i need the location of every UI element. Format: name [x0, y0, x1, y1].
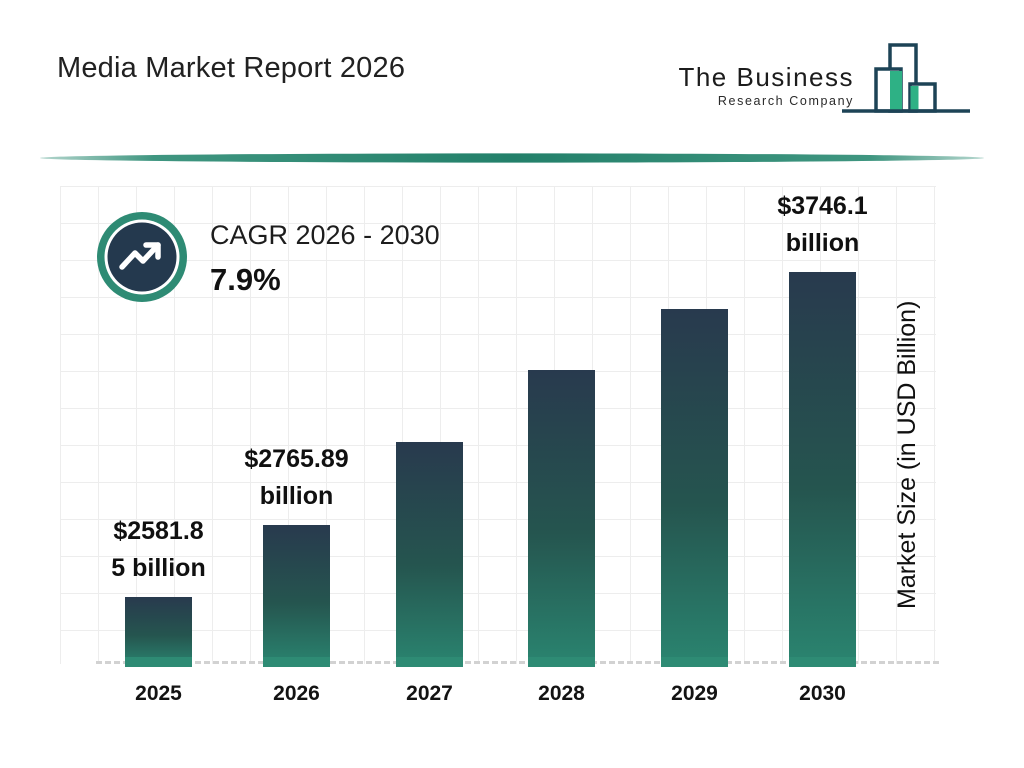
bar-axis-segment-2028: [528, 657, 595, 667]
x-tick-2028: 2028: [538, 682, 585, 705]
bar-axis-segment-2025: [125, 657, 192, 667]
x-tick-2025: 2025: [135, 682, 182, 705]
bar-2028: [528, 370, 595, 667]
cagr-label: CAGR 2026 - 2030: [210, 220, 440, 250]
bar-2029: [661, 309, 728, 667]
page-title: Media Market Report 2026: [57, 52, 406, 84]
company-name: The Business: [678, 62, 854, 92]
y-axis-label: Market Size (in USD Billion): [893, 300, 921, 610]
cagr-badge: [97, 212, 187, 302]
bar-2030: [789, 272, 856, 667]
logo-bars-icon: [842, 43, 970, 113]
x-tick-2029: 2029: [671, 682, 718, 705]
bar-axis-segment-2030: [789, 657, 856, 667]
bar-2025: [125, 597, 192, 667]
x-axis-line: [96, 661, 939, 664]
bar-axis-segment-2026: [263, 657, 330, 667]
company-logo: The Business Research Company: [678, 40, 972, 126]
x-tick-2030: 2030: [799, 682, 846, 705]
bar-value-label-2025: $2581.8 5 billion: [111, 517, 206, 582]
trend-up-icon: [119, 242, 161, 270]
bar-2027: [396, 442, 463, 667]
bar-value-label-2026: $2765.89 billion: [244, 445, 349, 510]
bar-axis-segment-2029: [661, 657, 728, 667]
bar-value-label-2030: $3746.1 billion: [777, 192, 868, 257]
company-logo-text: The Business Research Company: [678, 62, 854, 108]
x-tick-2026: 2026: [273, 682, 320, 705]
bar-2026: [263, 525, 330, 667]
bar-axis-segment-2027: [396, 657, 463, 667]
section-divider: [40, 153, 984, 163]
x-tick-2027: 2027: [406, 682, 453, 705]
cagr-value: 7.9%: [210, 262, 281, 297]
company-subname: Research Company: [717, 94, 854, 108]
